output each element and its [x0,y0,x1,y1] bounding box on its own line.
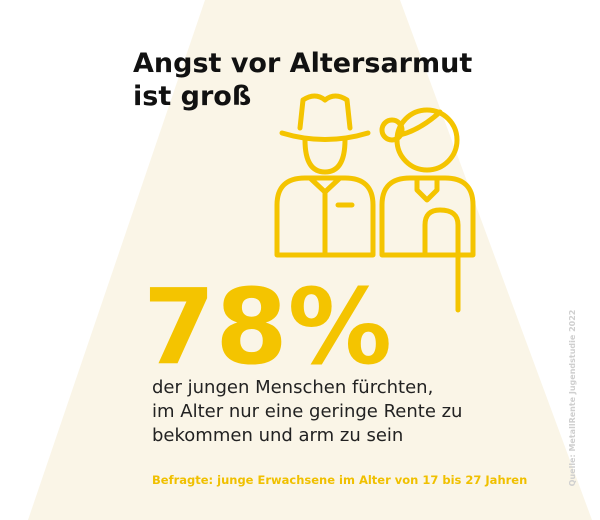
note: Befragte: junge Erwachsene im Alter von … [152,473,527,487]
man-icon [274,93,376,258]
title-line: ist groß [133,81,251,112]
title-line: Angst vor Altersarmut [133,48,472,79]
stat-value: 78% [143,266,392,388]
woman-icon [379,107,476,313]
source: Quelle: MetallRente Jugendstudie 2022 [568,310,577,487]
stat-description: der jungen Menschen fürchten, [152,377,433,398]
stat-description: bekommen und arm zu sein [152,425,403,446]
stat-description: im Alter nur eine geringe Rente zu [152,401,462,422]
background-beam [28,0,592,520]
